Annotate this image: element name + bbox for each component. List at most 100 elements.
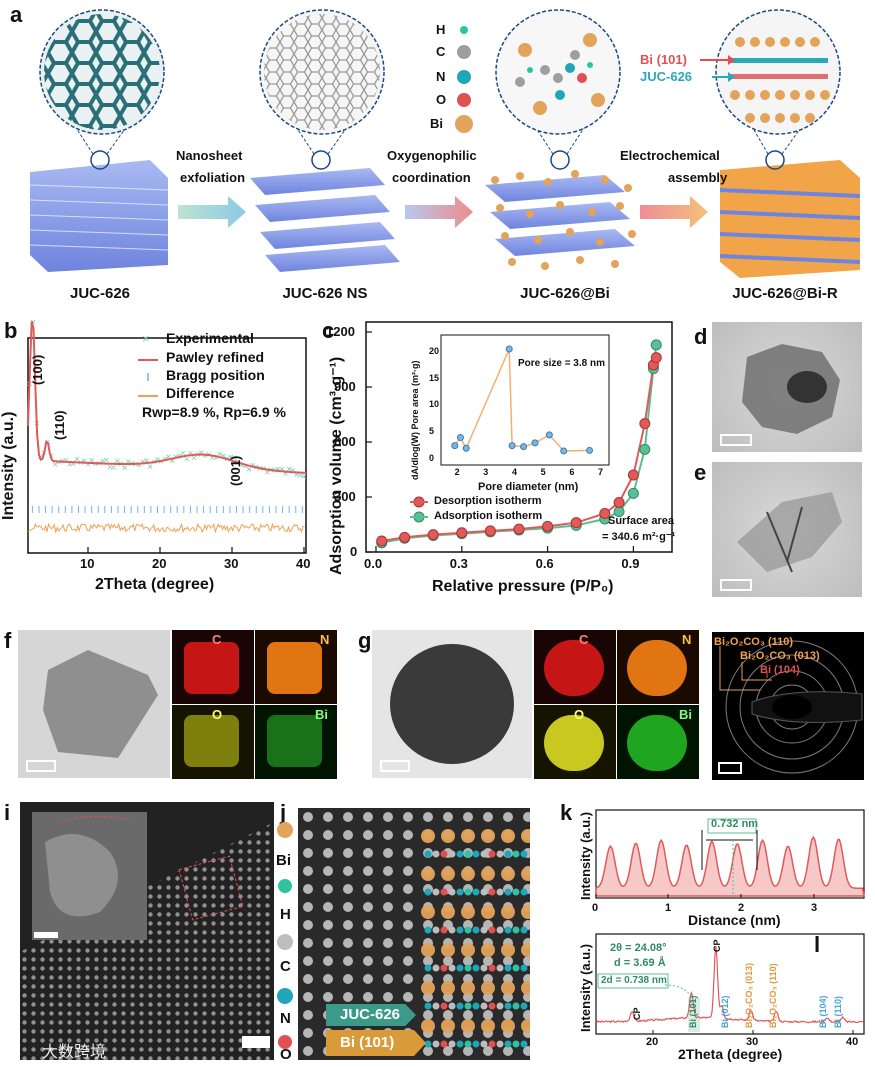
j-framework-atom	[424, 1002, 432, 1010]
j-framework-atom	[456, 964, 464, 972]
l-note-2d: 2d = 0.738 nm	[601, 975, 667, 986]
l-peak-bi110: Bi (110)	[833, 995, 843, 1028]
b-exp-point	[100, 458, 105, 464]
c-inset-xlabel: Pore diameter (nm)	[478, 481, 579, 493]
j-framework-atom	[496, 964, 504, 972]
b-exp-point	[125, 459, 131, 464]
j-framework-atom	[440, 888, 448, 896]
panel-k-label: k	[560, 800, 573, 825]
ci-point	[462, 444, 470, 452]
eds-map-g-bi: Bi	[617, 705, 699, 779]
tem-image-g	[372, 630, 532, 778]
j-framework-atom	[464, 964, 472, 972]
h-ring-2: Bi₂O₂CO₃ (013)	[740, 650, 820, 662]
haadf-image-i	[20, 802, 274, 1060]
panel-l-label: l	[814, 932, 821, 957]
c-ytick-label: 600	[334, 434, 356, 449]
step-3-line2: assembly	[668, 170, 728, 185]
l-peak-bi012: Bi (012)	[720, 995, 730, 1028]
b-exp-point	[166, 454, 171, 459]
j-framework-atom	[488, 926, 496, 934]
saed-pattern-h	[712, 632, 864, 780]
step-2-line1: Oxygenophilic	[387, 148, 477, 163]
b-exp-point	[103, 457, 109, 463]
ci-ytick-label: 0	[429, 453, 435, 463]
l-note-theta: 2θ = 24.08°	[610, 942, 667, 954]
b-exp-point	[122, 465, 127, 470]
j-framework-atom	[480, 926, 488, 934]
j-framework-atom	[448, 850, 456, 858]
j-bi-atom	[501, 981, 515, 995]
j-framework-atom	[520, 926, 528, 934]
b-exp-point	[191, 455, 197, 461]
j-framework-atom	[520, 888, 528, 896]
scalebar-i	[242, 1036, 270, 1048]
panel-c-isotherm-plot	[365, 321, 673, 553]
j-tag-juc626-text: JUC-626	[340, 1006, 401, 1023]
k-xtick-0: 0	[592, 902, 599, 914]
scalebar-g	[380, 760, 410, 772]
map-f-c-label: C	[212, 632, 222, 647]
j-framework-atom	[504, 1040, 512, 1048]
j-framework-atom	[472, 850, 480, 858]
j-framework-atom	[472, 1040, 480, 1048]
panel-j-label: j	[280, 800, 287, 825]
eds-map-f-o: O	[172, 705, 254, 779]
j-framework-atom	[504, 850, 512, 858]
b-exp-point	[74, 456, 80, 462]
b-exp-point	[184, 456, 190, 462]
c-des-point	[627, 469, 639, 481]
j-bi-atom	[501, 943, 515, 957]
b-xtick-20: 20	[152, 556, 167, 571]
ci-point	[505, 345, 513, 353]
legend-bi-label: Bi	[430, 116, 443, 131]
j-bi-atom	[461, 943, 475, 957]
j-bi-atom	[461, 1019, 475, 1033]
ci-xtick-label: 4	[511, 467, 517, 477]
juc626-bi-graphic	[485, 9, 636, 270]
legend-o-label: O	[436, 92, 447, 107]
tem-image-e	[712, 462, 862, 597]
stage-4-name: JUC-626@Bi-R	[732, 285, 838, 302]
c-ads-point	[627, 487, 639, 499]
j-framework-atom	[456, 1040, 464, 1048]
eds-map-f-bi: Bi	[255, 705, 337, 779]
panel-b-label: b	[4, 318, 18, 343]
j-bi-atom	[441, 905, 455, 919]
j-bi-atom	[441, 829, 455, 843]
j-framework-atom	[448, 888, 456, 896]
l-xtick-30: 30	[746, 1036, 759, 1048]
panel-a-label: a	[10, 2, 23, 27]
step-2-line2: coordination	[392, 170, 471, 185]
step-1-line2: exfoliation	[180, 170, 246, 185]
c-des-point	[542, 520, 554, 532]
j-framework-atom	[504, 926, 512, 934]
j-framework-atom	[520, 1040, 528, 1048]
ci-xtick-label: 2	[454, 467, 460, 477]
ci-ytick-label: 10	[429, 399, 440, 410]
legend-difference: Difference	[166, 385, 235, 401]
ci-xtick-label: 7	[598, 467, 604, 477]
tem-image-f	[18, 630, 170, 778]
j-framework-atom	[520, 964, 528, 972]
c-surface-area-1: Surface area	[608, 515, 675, 527]
map-g-c-label: C	[579, 632, 589, 647]
k-annotation: 0.732 nm	[711, 818, 759, 830]
eds-map-f-c: C	[172, 630, 254, 704]
j-framework-atom	[480, 1040, 488, 1048]
svg-text:×: ×	[142, 331, 150, 346]
panel-f-label: f	[4, 628, 12, 653]
panel-e-label: e	[694, 460, 707, 485]
step-1-line1: Nanosheet	[176, 148, 243, 163]
j-bi-atom	[421, 829, 435, 843]
j-bi-atom	[481, 981, 495, 995]
juc626-block-graphic	[29, 9, 169, 272]
tag-bi101: Bi (101)	[640, 52, 687, 67]
j-framework-atom	[488, 888, 496, 896]
j-bi-atom	[501, 867, 515, 881]
panel-g-label: g	[358, 628, 372, 653]
scalebar-d	[720, 434, 752, 446]
eds-map-g-o: O	[534, 705, 616, 779]
j-framework-atom	[496, 1002, 504, 1010]
